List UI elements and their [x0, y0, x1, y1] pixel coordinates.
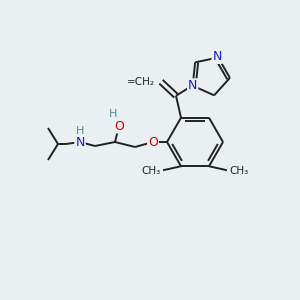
Text: N: N: [75, 136, 85, 148]
Text: CH₃: CH₃: [229, 166, 248, 176]
Text: O: O: [114, 119, 124, 133]
Text: =CH₂: =CH₂: [127, 77, 155, 87]
Text: N: N: [212, 50, 222, 63]
Text: H: H: [76, 126, 84, 136]
Text: O: O: [148, 136, 158, 148]
Text: N: N: [188, 79, 197, 92]
Text: H: H: [109, 109, 117, 119]
Text: CH₃: CH₃: [142, 166, 161, 176]
